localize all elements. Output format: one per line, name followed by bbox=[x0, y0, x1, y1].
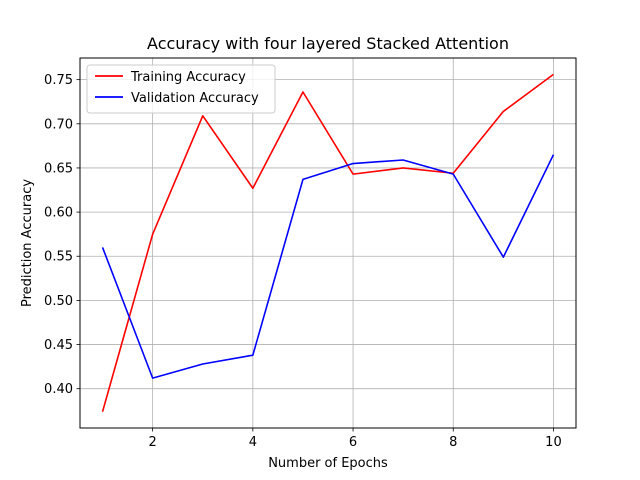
x-tick-label: 2 bbox=[149, 435, 157, 450]
y-tick-label: 0.60 bbox=[44, 206, 73, 221]
series-lines bbox=[101, 73, 555, 412]
legend-label-training: Training Accuracy bbox=[130, 70, 246, 85]
chart-title: Accuracy with four layered Stacked Atten… bbox=[147, 34, 509, 53]
training-accuracy-line bbox=[101, 73, 554, 412]
y-tick-label: 0.75 bbox=[44, 73, 73, 88]
legend: Training Accuracy Validation Accuracy bbox=[86, 64, 276, 114]
x-tick-label: 6 bbox=[349, 435, 357, 450]
x-tick-label: 8 bbox=[449, 435, 457, 450]
y-tick-label: 0.45 bbox=[44, 338, 73, 353]
legend-label-validation: Validation Accuracy bbox=[131, 91, 259, 106]
plot-frame bbox=[79, 57, 577, 429]
y-tick-label: 0.40 bbox=[44, 382, 73, 397]
y-tick-label: 0.50 bbox=[44, 294, 73, 309]
legend-box bbox=[86, 64, 276, 114]
x-tick-label: 10 bbox=[545, 435, 562, 450]
x-axis-label: Number of Epochs bbox=[268, 456, 388, 471]
y-tick-label: 0.65 bbox=[44, 161, 73, 176]
axis-ticks: 2 4 6 8 10 0.40 0.45 0.50 0.55 0.60 0.65 0.70 0.75 bbox=[44, 73, 562, 450]
x-tick-label: 4 bbox=[249, 435, 257, 450]
y-tick-label: 0.70 bbox=[44, 117, 73, 132]
validation-accuracy-line bbox=[101, 154, 555, 379]
y-axis-label: Prediction Accuracy bbox=[20, 179, 35, 307]
grid-lines bbox=[80, 58, 576, 428]
y-tick-label: 0.55 bbox=[44, 250, 73, 265]
